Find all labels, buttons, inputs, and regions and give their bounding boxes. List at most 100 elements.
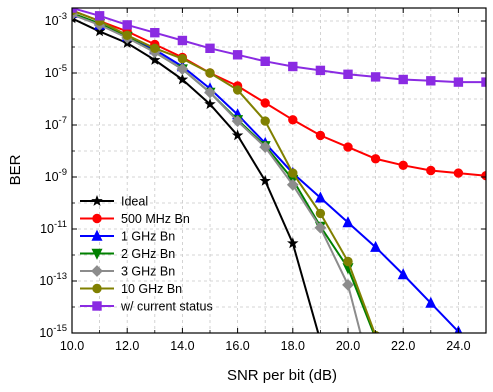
series-group bbox=[72, 8, 486, 344]
y-tick-label: 10-3 bbox=[45, 11, 67, 28]
data-point bbox=[288, 115, 298, 125]
series-0 bbox=[72, 12, 325, 344]
data-point bbox=[314, 191, 326, 203]
x-tick-label: 14.0 bbox=[170, 339, 194, 353]
data-point bbox=[205, 68, 215, 78]
legend-marker bbox=[91, 194, 103, 206]
data-point bbox=[232, 85, 243, 95]
data-point bbox=[122, 20, 132, 30]
legend-label: 2 GHz Bn bbox=[121, 247, 175, 261]
legend-marker bbox=[92, 301, 102, 311]
y-tick-label: 10-5 bbox=[45, 63, 67, 80]
data-point bbox=[426, 76, 436, 86]
data-point bbox=[231, 115, 244, 128]
data-point bbox=[316, 336, 325, 344]
y-tick-label: 10-13 bbox=[39, 271, 67, 288]
axis-ticks: 10.0 12.0 14.0 16.0 18.0 20.0 22.0 24.0 10-15 10-… bbox=[39, 8, 486, 353]
data-point bbox=[343, 69, 353, 79]
data-point bbox=[343, 142, 353, 152]
x-tick-label: 10.0 bbox=[60, 339, 84, 353]
data-point bbox=[260, 98, 270, 108]
legend-entry: 10 GHz Bn bbox=[80, 282, 182, 296]
data-point bbox=[370, 240, 382, 252]
series-line bbox=[72, 8, 486, 84]
plot-frame bbox=[71, 7, 487, 334]
data-point bbox=[204, 86, 216, 99]
x-tick-label: 16.0 bbox=[225, 339, 249, 353]
data-point bbox=[453, 77, 464, 87]
data-point bbox=[342, 216, 354, 228]
data-point bbox=[342, 278, 354, 291]
legend-label: 500 MHz Bn bbox=[121, 212, 190, 226]
data-point bbox=[259, 141, 272, 154]
data-point bbox=[287, 237, 299, 249]
data-point bbox=[260, 56, 270, 66]
legend: Ideal 500 MHz Bn 1 GHz Bn 2 GHz Bn 3 GHz Bn 1… bbox=[80, 195, 213, 314]
data-point bbox=[398, 74, 408, 85]
data-point bbox=[177, 35, 188, 46]
data-point bbox=[453, 168, 464, 178]
legend-label: w/ current status bbox=[120, 300, 213, 314]
legend-marker bbox=[91, 229, 103, 241]
data-point bbox=[288, 168, 298, 178]
data-point bbox=[397, 268, 409, 280]
data-point bbox=[122, 30, 132, 40]
data-point bbox=[150, 43, 160, 53]
data-point bbox=[204, 98, 216, 110]
y-axis-title: BER bbox=[7, 154, 24, 185]
data-point bbox=[205, 43, 215, 53]
data-point bbox=[315, 208, 326, 219]
data-point bbox=[259, 174, 271, 186]
series-4 bbox=[72, 8, 363, 333]
legend-entry: 2 GHz Bn bbox=[80, 247, 175, 261]
x-tick-label: 20.0 bbox=[336, 339, 360, 353]
data-point bbox=[232, 50, 243, 60]
legend-entry: 3 GHz Bn bbox=[80, 265, 175, 279]
x-tick-label: 18.0 bbox=[281, 339, 305, 353]
series-5 bbox=[72, 8, 380, 333]
y-tick-label: 10-11 bbox=[40, 219, 67, 236]
data-point bbox=[370, 154, 381, 164]
data-point bbox=[176, 73, 189, 85]
legend-entry: w/ current status bbox=[80, 300, 213, 314]
data-point bbox=[314, 221, 327, 234]
series-3 bbox=[72, 8, 380, 343]
legend-marker bbox=[92, 283, 102, 294]
legend-marker bbox=[91, 265, 103, 277]
series-line bbox=[72, 9, 376, 333]
x-tick-label: 12.0 bbox=[115, 339, 139, 353]
series-6 bbox=[72, 8, 486, 87]
data-point bbox=[398, 160, 408, 171]
legend-entry: Ideal bbox=[80, 195, 148, 209]
data-point bbox=[93, 25, 106, 37]
data-point bbox=[149, 53, 161, 65]
series-line bbox=[72, 9, 486, 177]
data-point bbox=[426, 165, 436, 176]
data-point bbox=[288, 61, 298, 72]
series-1 bbox=[72, 8, 486, 181]
legend-label: 3 GHz Bn bbox=[121, 265, 175, 279]
legend-label: Ideal bbox=[121, 195, 148, 209]
data-point bbox=[343, 256, 353, 267]
data-point bbox=[315, 65, 326, 76]
legend-entry: 1 GHz Bn bbox=[80, 230, 175, 244]
x-tick-label: 24.0 bbox=[446, 339, 470, 353]
data-point bbox=[177, 54, 188, 64]
data-point bbox=[231, 129, 244, 141]
series-line bbox=[72, 12, 375, 333]
data-point bbox=[425, 296, 437, 308]
data-point bbox=[371, 334, 380, 343]
y-tick-label: 10-9 bbox=[45, 167, 67, 184]
y-tick-label: 10-15 bbox=[39, 323, 67, 340]
series-line bbox=[72, 17, 320, 333]
data-point bbox=[286, 178, 299, 191]
legend-label: 1 GHz Bn bbox=[121, 230, 175, 244]
data-point bbox=[94, 11, 105, 21]
data-point bbox=[176, 63, 189, 76]
legend-entry: 500 MHz Bn bbox=[80, 212, 190, 226]
data-point bbox=[260, 116, 270, 126]
legend-marker bbox=[91, 248, 103, 260]
legend-marker bbox=[92, 213, 102, 224]
